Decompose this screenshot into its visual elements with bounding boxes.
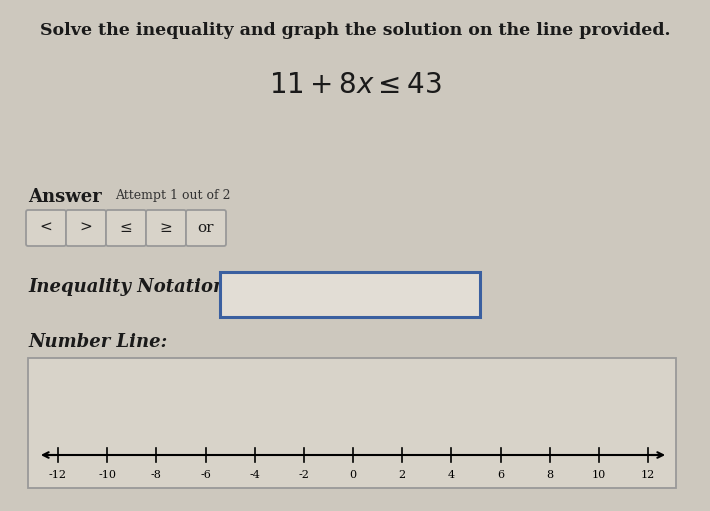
Text: -8: -8 bbox=[151, 470, 162, 480]
Text: <: < bbox=[40, 221, 53, 235]
Text: 2: 2 bbox=[398, 470, 405, 480]
FancyBboxPatch shape bbox=[186, 210, 226, 246]
FancyBboxPatch shape bbox=[66, 210, 106, 246]
Text: 8: 8 bbox=[546, 470, 553, 480]
Text: Inequality Notation:: Inequality Notation: bbox=[28, 278, 233, 296]
Text: -12: -12 bbox=[49, 470, 67, 480]
FancyBboxPatch shape bbox=[220, 272, 480, 317]
Text: 6: 6 bbox=[497, 470, 504, 480]
Text: ≥: ≥ bbox=[160, 221, 173, 235]
Text: or: or bbox=[198, 221, 214, 235]
Text: >: > bbox=[80, 221, 92, 235]
Text: Number Line:: Number Line: bbox=[28, 333, 168, 351]
Text: -6: -6 bbox=[200, 470, 211, 480]
Text: Answer: Answer bbox=[28, 188, 102, 206]
Text: 0: 0 bbox=[349, 470, 356, 480]
FancyBboxPatch shape bbox=[106, 210, 146, 246]
Text: Solve the inequality and graph the solution on the line provided.: Solve the inequality and graph the solut… bbox=[40, 22, 670, 39]
Text: ≤: ≤ bbox=[119, 221, 132, 235]
FancyBboxPatch shape bbox=[146, 210, 186, 246]
Text: 12: 12 bbox=[641, 470, 655, 480]
Text: $11 + 8x \leq 43$: $11 + 8x \leq 43$ bbox=[268, 72, 442, 99]
Text: 4: 4 bbox=[448, 470, 455, 480]
Text: -10: -10 bbox=[98, 470, 116, 480]
FancyBboxPatch shape bbox=[28, 358, 676, 488]
Text: Attempt 1 out of 2: Attempt 1 out of 2 bbox=[115, 189, 231, 202]
Text: 10: 10 bbox=[591, 470, 606, 480]
Text: -2: -2 bbox=[298, 470, 310, 480]
Text: -4: -4 bbox=[249, 470, 260, 480]
FancyBboxPatch shape bbox=[26, 210, 66, 246]
